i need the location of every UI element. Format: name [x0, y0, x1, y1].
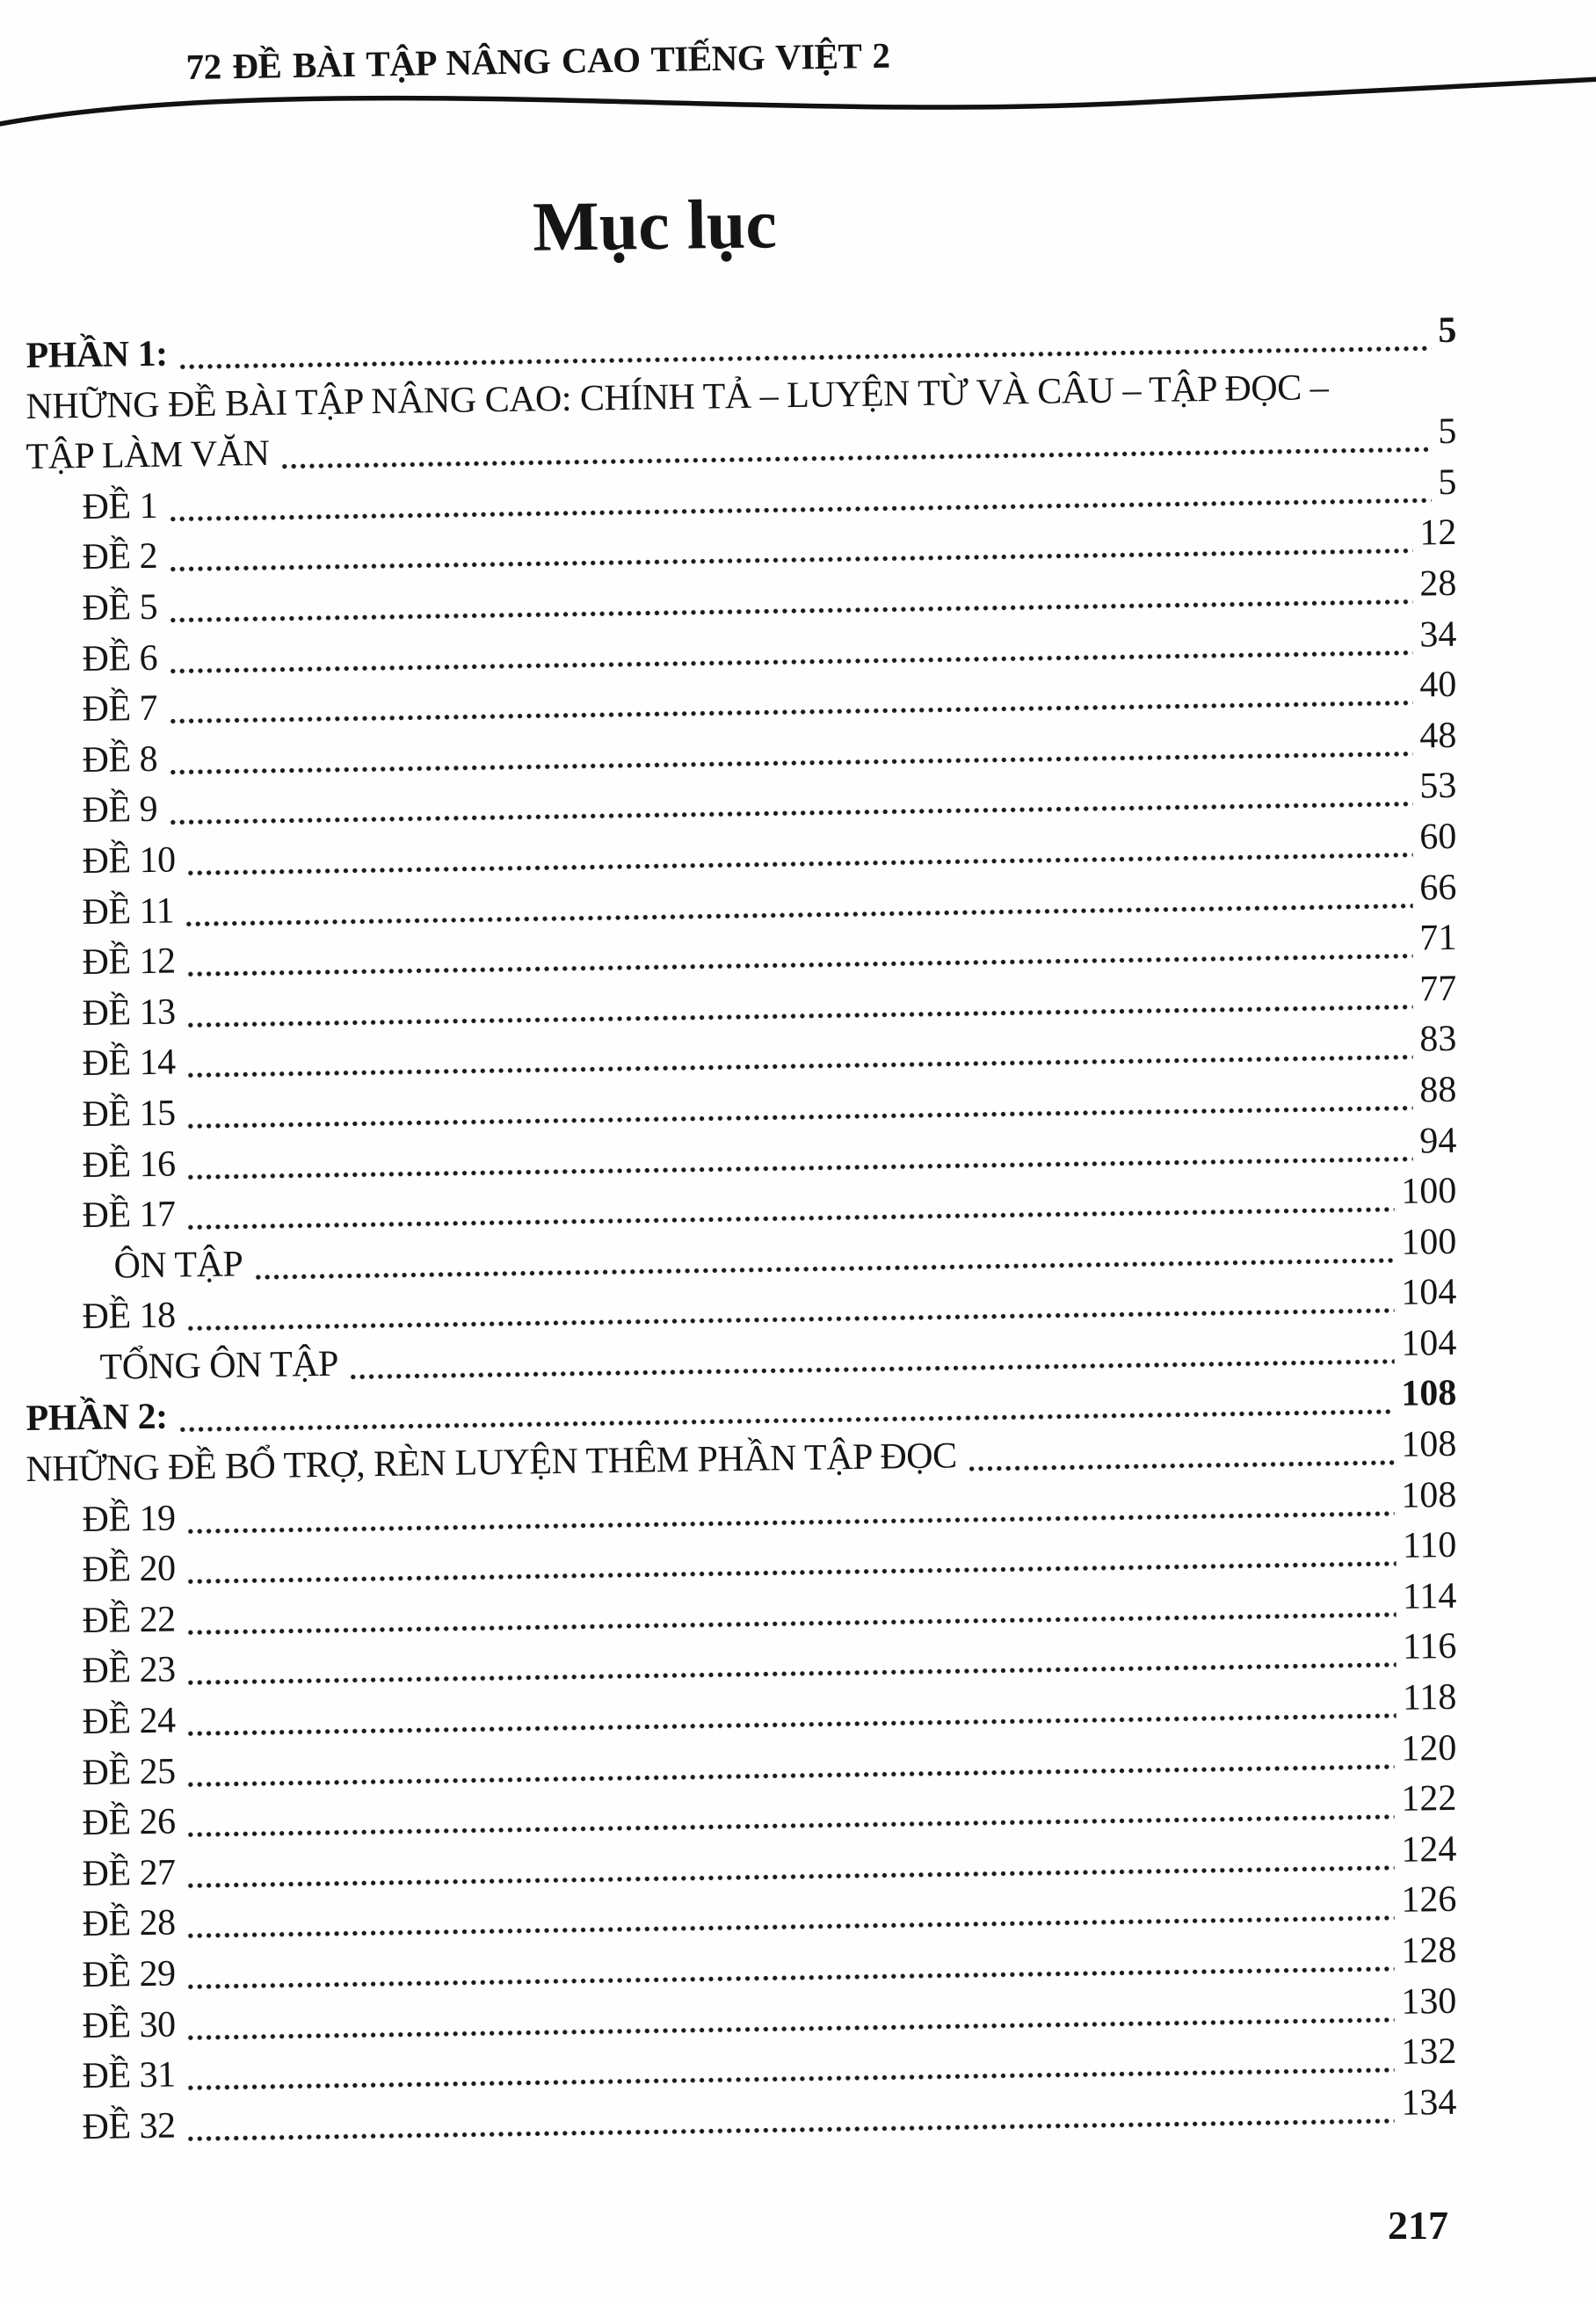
toc-entry-label: ĐỀ 19 [82, 1497, 176, 1540]
toc-entry-label: ĐỀ 2 [82, 535, 158, 578]
toc-entry-label: ĐỀ 20 [82, 1548, 176, 1590]
toc-entry-page: 34 [1419, 614, 1457, 655]
toc-entry-page: 100 [1401, 1170, 1457, 1212]
toc-entry-page: 110 [1402, 1524, 1457, 1566]
toc-entry-label: ĐỀ 12 [82, 941, 176, 983]
toc-entry-page: 66 [1419, 866, 1457, 908]
toc-entry-label: ĐỀ 13 [82, 991, 176, 1034]
footer-page-number: 217 [1388, 2203, 1448, 2248]
toc-entry-page: 120 [1401, 1727, 1457, 1769]
toc-entry-page: 53 [1419, 765, 1457, 807]
toc-entry-label: ĐỀ 26 [82, 1801, 176, 1843]
toc-entry-page: 94 [1419, 1119, 1457, 1161]
toc-entry-page: 12 [1419, 512, 1457, 554]
toc-entry-label: TẬP LÀM VĂN [25, 432, 270, 477]
toc-entry-label: ĐỀ 9 [82, 788, 158, 831]
toc-entry-label: ĐỀ 31 [82, 2054, 176, 2096]
page-title: Mục lục [532, 185, 778, 266]
toc-entry-page: 40 [1419, 664, 1457, 706]
toc-entry-label: PHẦN 2: [25, 1396, 168, 1440]
toc-entry-page: 5 [1438, 461, 1457, 503]
toc-entry-page: 5 [1438, 309, 1457, 351]
toc-entry-label: ĐỀ 5 [82, 586, 158, 628]
toc-entry-page: 116 [1402, 1625, 1457, 1667]
toc-entry-label: ĐỀ 17 [82, 1194, 176, 1236]
toc-entry-label: ĐỀ 28 [82, 1902, 176, 1945]
toc-entry-page: 118 [1402, 1676, 1457, 1718]
toc-entry-page: 134 [1401, 2081, 1457, 2124]
toc-entry-page: 124 [1401, 1828, 1457, 1871]
toc-entry-label: PHẦN 1: [25, 333, 168, 376]
toc-entry-page: 100 [1401, 1221, 1457, 1263]
toc-entry-label: ĐỀ 14 [82, 1042, 176, 1084]
toc-entry-page: 71 [1419, 917, 1457, 959]
toc-entry-label: ĐỀ 15 [82, 1092, 176, 1135]
toc-entry-label: TỔNG ÔN TẬP [99, 1343, 339, 1388]
toc-entry-label: ĐỀ 27 [82, 1851, 176, 1894]
toc-entry-label: ĐỀ 29 [82, 1953, 176, 1995]
toc-entry-page: 88 [1419, 1069, 1457, 1110]
toc-list: PHẦN 1: 5 NHỮNG ĐỀ BÀI TẬP NÂNG CAO: CHÍ… [25, 309, 1457, 2151]
toc-entry-label: ĐỀ 30 [82, 2003, 176, 2046]
toc-entry-page: 122 [1401, 1777, 1457, 1820]
toc-entry-label: ĐỀ 25 [82, 1750, 176, 1793]
toc-entry-page: 108 [1401, 1423, 1457, 1465]
toc-entry-label: ĐỀ 6 [82, 636, 158, 679]
toc-entry-page: 48 [1419, 715, 1457, 756]
toc-entry-label: ÔN TẬP [113, 1243, 243, 1286]
toc-entry-label: ĐỀ 7 [82, 687, 158, 730]
toc-entry-page: 108 [1401, 1372, 1457, 1414]
toc-entry-label: ĐỀ 23 [82, 1649, 176, 1692]
toc-entry-page: 126 [1401, 1878, 1457, 1921]
toc-entry-page: 60 [1419, 816, 1457, 858]
toc-entry-label: ĐỀ 24 [82, 1700, 176, 1742]
toc-entry-page: 104 [1401, 1271, 1457, 1313]
toc-entry-page: 114 [1402, 1575, 1457, 1617]
toc-entry-label: ĐỀ 10 [82, 839, 176, 882]
toc-entry-label: ĐỀ 11 [82, 890, 175, 933]
toc-entry-page: 28 [1419, 563, 1457, 605]
toc-entry-label: ĐỀ 1 [82, 485, 158, 527]
toc-entry-label: ĐỀ 16 [82, 1143, 176, 1186]
toc-entry-page: 5 [1438, 410, 1457, 452]
toc-entry-label: ĐỀ 8 [82, 738, 158, 781]
dot-leader [185, 2118, 1395, 2141]
toc-entry-label: ĐỀ 32 [82, 2104, 176, 2147]
toc-entry-page: 108 [1401, 1474, 1457, 1516]
toc-entry-label: ĐỀ 22 [82, 1598, 176, 1641]
header-rule-curve [0, 76, 1596, 127]
toc-entry-page: 83 [1419, 1018, 1457, 1060]
toc-entry-label: ĐỀ 18 [82, 1295, 176, 1337]
toc-entry-page: 104 [1401, 1322, 1457, 1364]
toc-entry-page: 128 [1401, 1929, 1457, 1972]
toc-entry-page: 132 [1401, 2031, 1457, 2073]
toc-entry-page: 77 [1419, 968, 1457, 1009]
dot-leader [967, 1459, 1395, 1471]
toc-entry-page: 130 [1401, 1980, 1457, 2022]
